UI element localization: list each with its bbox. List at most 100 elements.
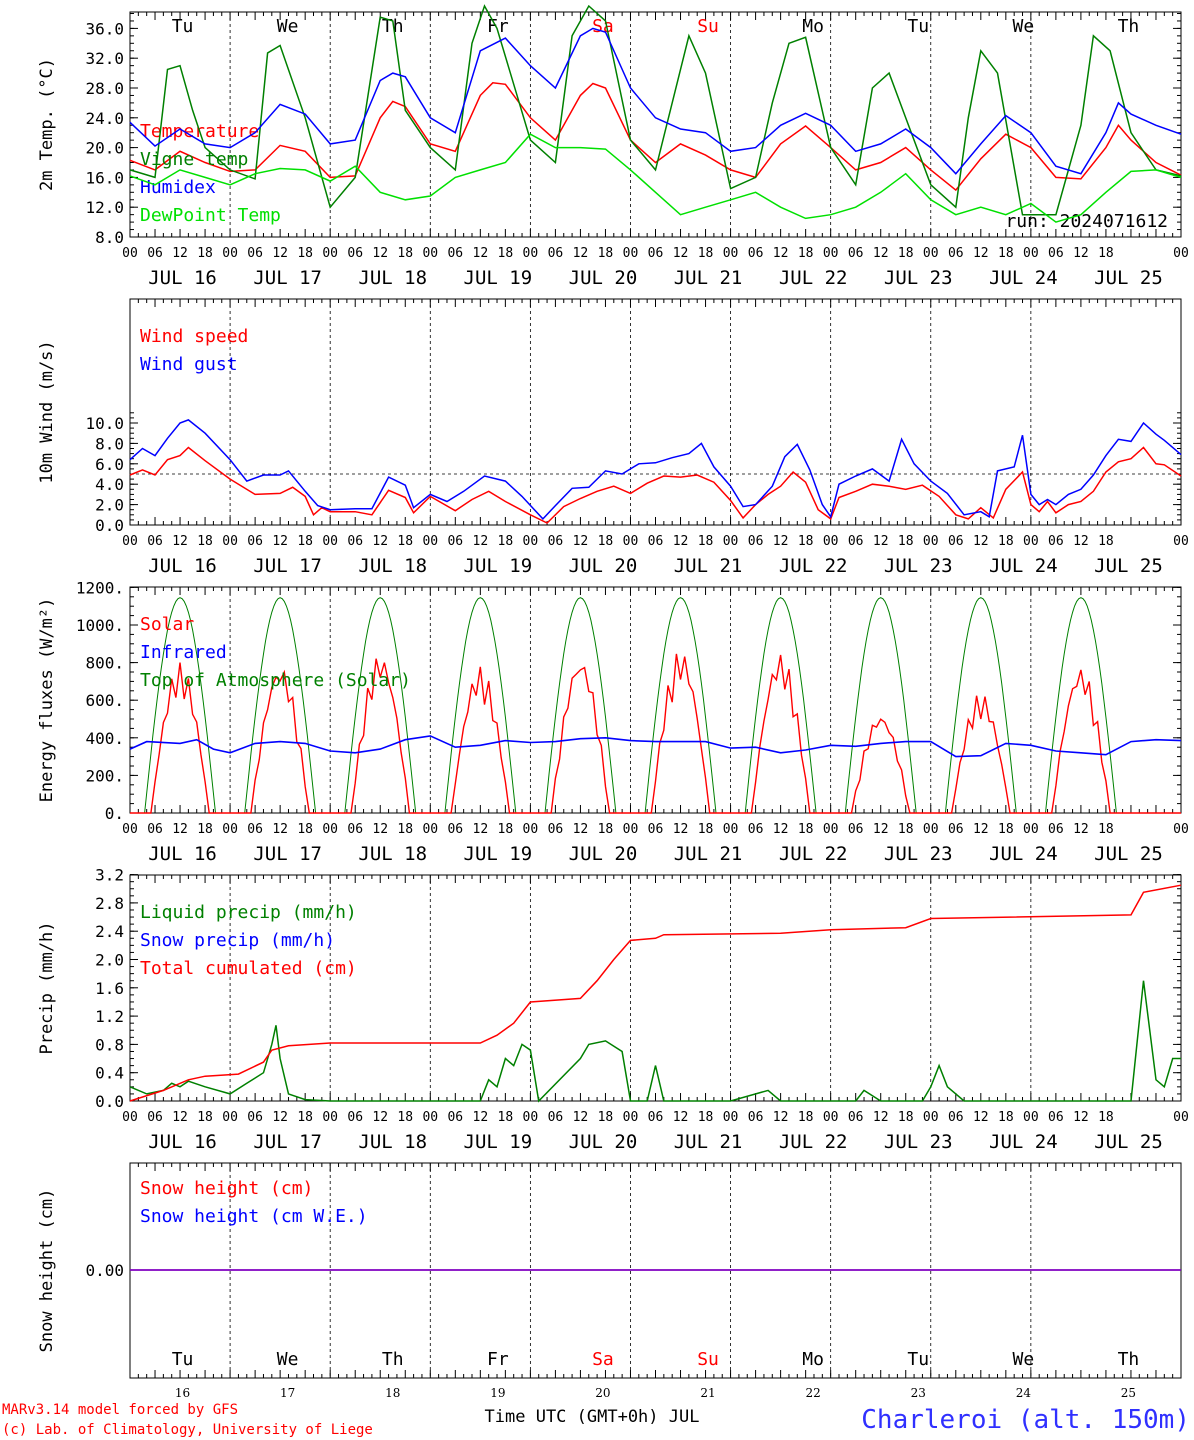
date-label: JUL 20: [569, 267, 638, 289]
hour-tick-label: 06: [648, 1110, 664, 1125]
hour-tick-label: 06: [748, 822, 764, 837]
hour-tick-label: 06: [848, 1110, 864, 1125]
date-label: JUL 24: [989, 555, 1058, 577]
y-axis-label: Precip (mm/h): [37, 921, 57, 1054]
y-tick-label: 0.0: [95, 516, 124, 535]
hour-tick-label: 12: [372, 1110, 388, 1125]
hour-tick-label: 06: [748, 1110, 764, 1125]
y-tick-label: 10.0: [85, 414, 124, 433]
hour-tick-label: 18: [998, 246, 1014, 261]
hour-tick-label: 18: [197, 1110, 213, 1125]
hour-tick-label: 00: [723, 246, 739, 261]
hour-tick-label: 12: [873, 822, 889, 837]
hour-tick-label: 12: [372, 822, 388, 837]
hour-tick-label: 12: [673, 1110, 689, 1125]
hour-tick-label: 00: [1173, 534, 1189, 549]
day-number: 18: [385, 1386, 400, 1400]
hour-tick-label: 00: [623, 1110, 639, 1125]
hour-tick-label: 00: [322, 246, 338, 261]
hour-tick-label: 12: [1073, 822, 1089, 837]
y-tick-label: 0.00: [85, 1261, 124, 1280]
hour-tick-label: 00: [823, 1110, 839, 1125]
day-number: 22: [806, 1386, 821, 1400]
legend-entry: Snow height (cm): [140, 1178, 313, 1199]
date-label: JUL 24: [989, 1131, 1058, 1153]
hour-tick-label: 00: [723, 822, 739, 837]
hour-tick-label: 06: [548, 1110, 564, 1125]
hour-tick-label: 06: [347, 1110, 363, 1125]
plot-frame: [129, 11, 1182, 238]
hour-tick-label: 18: [898, 1110, 914, 1125]
hour-tick-label: 18: [698, 1110, 714, 1125]
hour-tick-label: 18: [798, 534, 814, 549]
hour-tick-label: 18: [297, 1110, 313, 1125]
hour-tick-label: 06: [948, 822, 964, 837]
hour-tick-label: 00: [122, 822, 138, 837]
day-name: Tu: [172, 1349, 194, 1370]
hour-tick-label: 12: [773, 246, 789, 261]
day-number: 21: [700, 1386, 715, 1400]
hour-tick-label: 12: [473, 246, 489, 261]
hour-tick-label: 06: [247, 822, 263, 837]
y-tick-label: 600.: [85, 691, 124, 710]
hour-tick-label: 18: [798, 246, 814, 261]
hour-tick-label: 00: [122, 534, 138, 549]
hour-tick-label: 18: [498, 1110, 514, 1125]
y-tick-label: 0.0: [95, 1092, 124, 1111]
date-label: JUL 22: [779, 843, 848, 865]
hour-tick-label: 18: [898, 246, 914, 261]
hour-tick-label: 06: [247, 534, 263, 549]
hour-tick-label: 00: [523, 534, 539, 549]
hour-tick-label: 18: [998, 534, 1014, 549]
day-number: 17: [280, 1386, 295, 1400]
hour-tick-label: 18: [698, 534, 714, 549]
date-label: JUL 17: [253, 267, 322, 289]
hour-tick-label: 18: [898, 822, 914, 837]
day-number: 19: [490, 1386, 505, 1400]
y-axis-label: 10m Wind (m/s): [37, 340, 57, 483]
series-line: [129, 82, 1182, 192]
hour-tick-label: 00: [322, 822, 338, 837]
hour-tick-label: 12: [773, 534, 789, 549]
hour-tick-label: 12: [973, 1110, 989, 1125]
date-label: JUL 16: [148, 267, 217, 289]
day-name: Th: [382, 1349, 404, 1370]
y-tick-label: 24.0: [85, 109, 124, 128]
day-name: Su: [697, 16, 719, 37]
y-tick-label: 1200.: [76, 578, 124, 597]
hour-tick-label: 06: [848, 246, 864, 261]
hour-tick-label: 18: [498, 534, 514, 549]
hour-tick-label: 00: [1173, 822, 1189, 837]
date-label: JUL 18: [358, 267, 427, 289]
day-number: 25: [1121, 1386, 1136, 1400]
hour-tick-label: 06: [648, 534, 664, 549]
date-label: JUL 18: [358, 1131, 427, 1153]
y-tick-label: 2.4: [95, 922, 124, 941]
hour-tick-label: 00: [222, 822, 238, 837]
hour-tick-label: 06: [748, 534, 764, 549]
hour-tick-label: 00: [1023, 534, 1039, 549]
hour-tick-label: 18: [197, 822, 213, 837]
date-label: JUL 24: [989, 267, 1058, 289]
date-label: JUL 20: [569, 843, 638, 865]
hour-tick-label: 00: [823, 246, 839, 261]
day-number: 20: [595, 1386, 610, 1400]
hour-tick-label: 06: [548, 534, 564, 549]
legend-entry: Infrared: [140, 642, 227, 663]
hour-tick-label: 06: [447, 246, 463, 261]
y-tick-label: 1.2: [95, 1007, 124, 1026]
y-tick-label: 0.4: [95, 1064, 124, 1083]
hour-tick-label: 00: [322, 534, 338, 549]
hour-tick-label: 12: [573, 822, 589, 837]
day-name: Tu: [907, 16, 929, 37]
day-name: Mo: [802, 16, 824, 37]
hour-tick-label: 12: [973, 246, 989, 261]
hour-tick-label: 06: [247, 246, 263, 261]
hour-tick-label: 12: [473, 1110, 489, 1125]
hour-tick-label: 00: [923, 822, 939, 837]
hour-tick-label: 00: [222, 1110, 238, 1125]
day-name: Sa: [592, 1349, 614, 1370]
y-tick-label: 2.8: [95, 894, 124, 913]
hour-tick-label: 18: [397, 1110, 413, 1125]
